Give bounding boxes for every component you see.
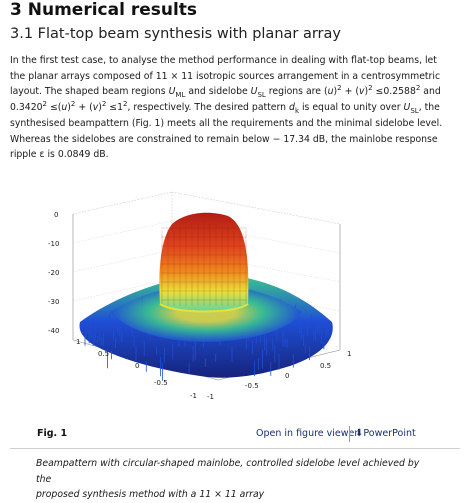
u-tick: -1	[207, 393, 214, 401]
paragraph-line: synthesised beampattern (Fig. 1) meets a…	[10, 117, 443, 129]
section-heading: 3 Numerical results	[10, 0, 198, 20]
figure-label: Fig. 1	[37, 428, 68, 439]
u-tick: 1	[347, 350, 351, 358]
body-paragraph: In the first test case, to analyse the m…	[10, 53, 462, 163]
footer-separator	[349, 426, 350, 442]
z-tick: -30	[48, 298, 59, 306]
u-tick: 0	[285, 372, 289, 380]
beampattern-3d-plot: 0 -10 -20 -30 -40 1 0.5 0 -0.5 -1 1 0.5 …	[48, 191, 351, 401]
v-tick: 0.5	[98, 350, 109, 358]
mainlobe-dome	[159, 212, 249, 313]
z-tick: -40	[48, 327, 59, 335]
z-axis-ticks: 0 -10 -20 -30 -40	[48, 211, 59, 335]
paragraph-line: In the first test case, to analyse the m…	[10, 55, 437, 66]
caption-divider	[10, 448, 460, 449]
z-tick: -20	[48, 269, 59, 277]
paragraph-line: ripple ε is 0.0849 dB.	[10, 149, 109, 161]
powerpoint-download-link[interactable]: ⬇PowerPoint	[355, 428, 416, 439]
caption-line: Beampattern with circular-shaped mainlob…	[36, 458, 420, 485]
powerpoint-label: PowerPoint	[363, 428, 416, 439]
paragraph-line: the planar arrays composed of 11 × 11 is…	[10, 70, 441, 82]
subsection-heading: 3.1 Flat-top beam synthesis with planar …	[10, 26, 341, 42]
v-tick: -0.5	[154, 379, 168, 387]
paragraph-line: Whereas the sidelobes are constrained to…	[10, 133, 438, 145]
v-tick: -1	[190, 392, 197, 400]
paragraph-line: 0.34202 ≤(u)2 + (v)2 ≤12, respectively. …	[10, 100, 440, 115]
figure-caption: Beampattern with circular-shaped mainlob…	[36, 456, 436, 503]
v-axis-ticks: 1 0.5 0 -0.5 -1	[76, 338, 197, 400]
v-tick: 0	[135, 362, 139, 370]
z-tick: -10	[48, 240, 59, 248]
figure-footer: Fig. 1 Open in figure viewer ⬇PowerPoint	[10, 426, 450, 444]
open-in-figure-viewer-link[interactable]: Open in figure viewer	[256, 428, 359, 439]
u-tick: -0.5	[245, 382, 259, 390]
surface-floor	[79, 274, 333, 381]
u-tick: 0.5	[320, 362, 331, 370]
beampattern-figure[interactable]: 0 -10 -20 -30 -40 1 0.5 0 -0.5 -1 1 0.5 …	[40, 172, 370, 412]
caption-line: proposed synthesis method with a 11 × 11…	[36, 489, 265, 500]
paragraph-line: layout. The shaped beam regions UML and …	[10, 84, 441, 100]
z-tick: 0	[54, 211, 58, 219]
download-icon: ⬇	[355, 428, 364, 439]
u-axis-ticks: 1 0.5 0 -0.5 -1	[207, 350, 351, 401]
v-tick: 1	[76, 338, 80, 346]
